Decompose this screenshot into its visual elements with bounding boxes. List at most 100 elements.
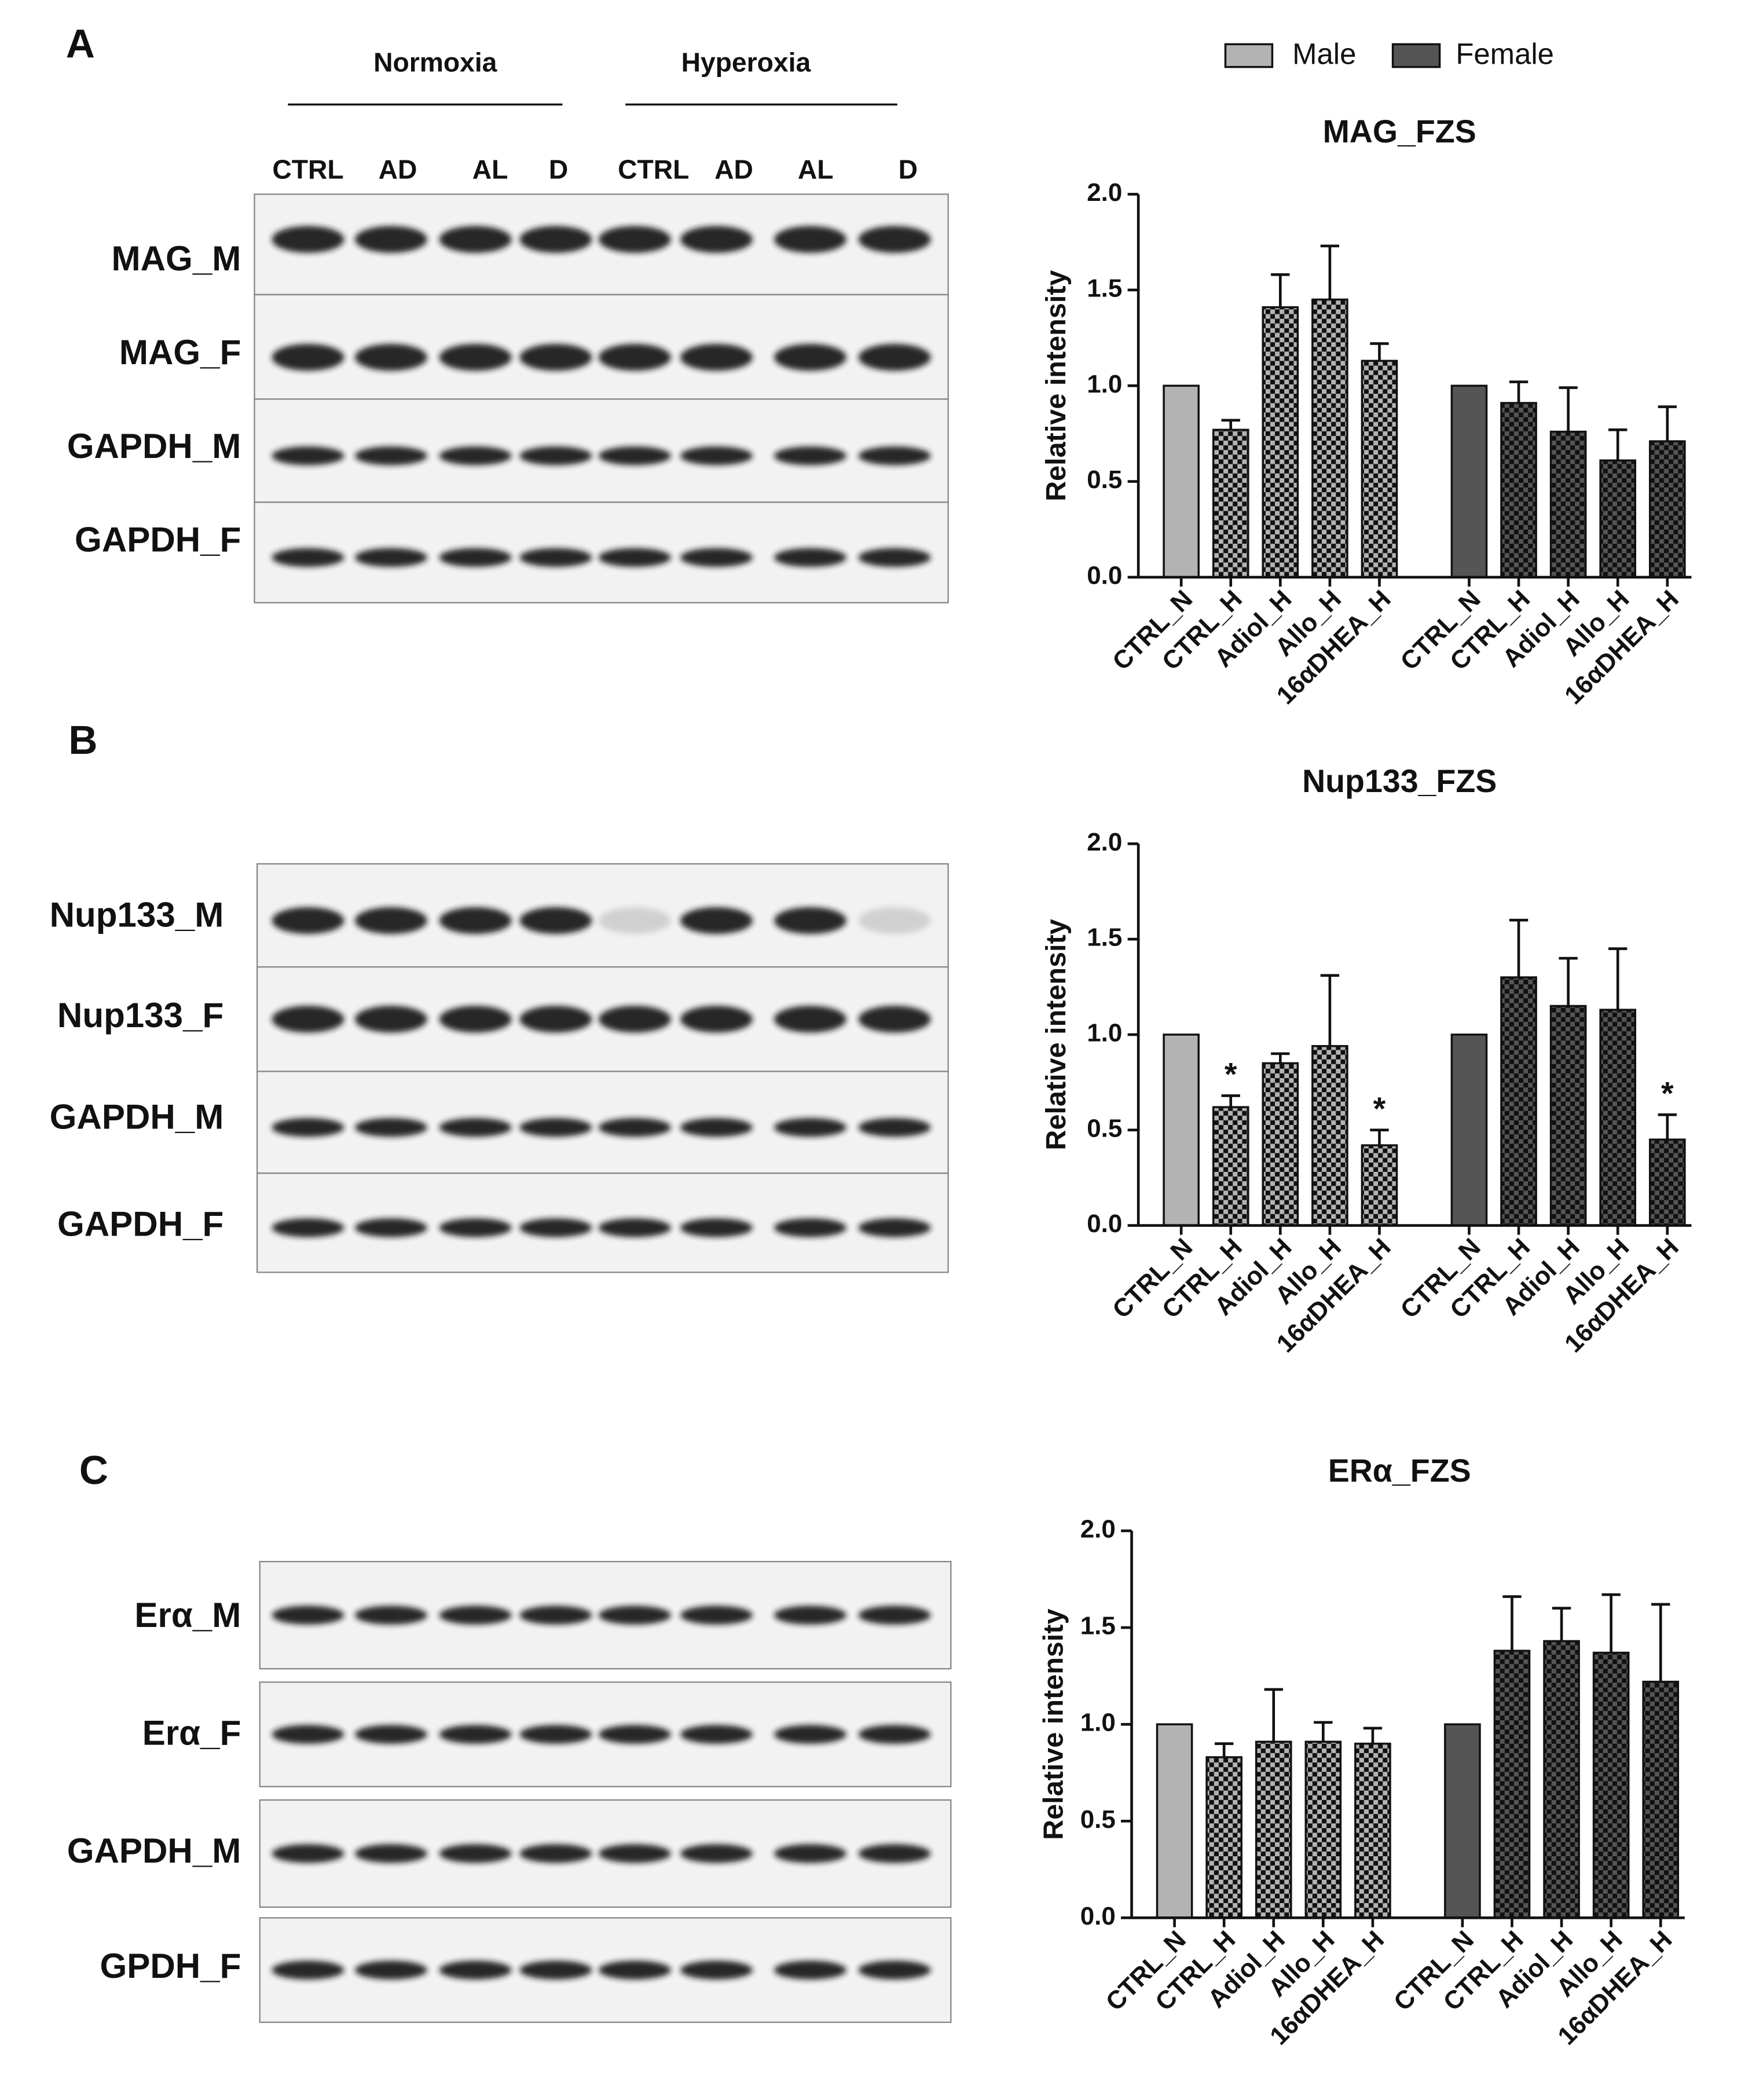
- blot-band: [858, 1006, 931, 1033]
- y-tick-label: 0.0: [1087, 562, 1122, 590]
- bar: [1361, 1144, 1398, 1227]
- error-bar: [1651, 1603, 1670, 1682]
- legend-label: Male: [1292, 38, 1356, 71]
- lane-label: AD: [379, 154, 417, 184]
- blot-band: [354, 1218, 427, 1237]
- group-label: Normoxia: [373, 47, 498, 77]
- blot-band: [774, 226, 846, 253]
- y-tick-label: 2.0: [1087, 828, 1122, 856]
- y-tick-label: 1.5: [1087, 274, 1122, 302]
- blot-band: [439, 1844, 512, 1863]
- blot-band: [680, 1844, 753, 1863]
- blot-row-label: Nup133_M: [50, 895, 224, 934]
- blot-band: [598, 548, 671, 567]
- blot-band: [519, 1218, 592, 1237]
- bar: [1500, 976, 1537, 1227]
- lane-label: D: [549, 154, 568, 184]
- blot-band: [774, 1606, 846, 1625]
- bar: [1543, 1640, 1580, 1919]
- blot-band: [354, 446, 427, 466]
- blot-band: [272, 907, 344, 934]
- blot-row-label: GAPDH_M: [50, 1098, 224, 1137]
- bar: [1212, 428, 1249, 578]
- blot-band: [858, 1844, 931, 1863]
- blot-band: [519, 446, 592, 466]
- blot-row-label: Nup133_F: [57, 996, 223, 1035]
- bar: [1255, 1740, 1292, 1919]
- bar: [1311, 298, 1348, 578]
- blot-band: [519, 344, 592, 371]
- blot-band: [519, 1844, 592, 1863]
- bar: [1450, 1033, 1488, 1227]
- error-bar: [1552, 1607, 1571, 1641]
- lane-label: CTRL: [272, 154, 343, 184]
- lane-label: CTRL: [618, 154, 689, 184]
- blot-band: [272, 1960, 344, 1980]
- blot-band: [439, 446, 512, 466]
- y-axis-label: Relative intensity: [1038, 1608, 1069, 1839]
- chart-title: MAG_FZS: [1323, 113, 1476, 149]
- blot-band: [439, 1006, 512, 1033]
- error-bar: [1363, 1727, 1383, 1744]
- y-tick-label: 0.0: [1080, 1902, 1116, 1930]
- y-tick-label: 1.0: [1087, 1019, 1122, 1047]
- blot-row-label: MAG_M: [112, 239, 241, 278]
- bar: [1354, 1742, 1391, 1919]
- blot-band: [519, 907, 592, 934]
- blot-band: [774, 1725, 846, 1744]
- blot-band: [598, 446, 671, 466]
- legend-swatch: [1224, 43, 1274, 68]
- blot-band: [774, 344, 846, 371]
- panel-letter: A: [66, 21, 95, 66]
- y-tick-label: 0.0: [1087, 1210, 1122, 1238]
- blot-band: [858, 1118, 931, 1137]
- bar: [1311, 1044, 1348, 1227]
- chart-title: Nup133_FZS: [1302, 763, 1497, 799]
- panel-letter: C: [79, 1447, 108, 1493]
- blot-band: [858, 344, 931, 371]
- blot-band: [680, 1006, 753, 1033]
- bar: [1304, 1740, 1342, 1919]
- significance-mark: *: [1225, 1057, 1237, 1093]
- blot-band: [598, 1218, 671, 1237]
- error-bar: [1608, 428, 1628, 461]
- blot-band: [680, 548, 753, 567]
- blot-row-label: Erα_F: [142, 1714, 241, 1753]
- blot-band: [354, 1725, 427, 1744]
- y-tick-label: 2.0: [1087, 178, 1122, 207]
- blot-band: [354, 1844, 427, 1863]
- error-bar: [1221, 1094, 1240, 1108]
- blot-band: [598, 1606, 671, 1625]
- blot-band: [858, 446, 931, 466]
- y-tick-label: 0.5: [1087, 466, 1122, 494]
- error-bar: [1601, 1593, 1621, 1653]
- error-bar: [1509, 918, 1529, 978]
- blot-row-label: GAPDH_M: [67, 1831, 241, 1870]
- bar: [1444, 1723, 1481, 1919]
- blot-band: [680, 1118, 753, 1137]
- blot-row-label: GAPDH_F: [57, 1205, 223, 1244]
- y-axis-label: Relative intensity: [1040, 270, 1072, 501]
- y-tick-label: 1.5: [1080, 1612, 1116, 1640]
- error-bar: [1559, 386, 1578, 432]
- blot-band: [858, 907, 931, 934]
- error-bar: [1370, 1128, 1389, 1146]
- blot-strip: [254, 501, 949, 604]
- blot-band: [774, 1118, 846, 1137]
- blot-band: [272, 226, 344, 253]
- bar: [1262, 306, 1299, 578]
- blot-band: [598, 226, 671, 253]
- blot-band: [519, 1606, 592, 1625]
- blot-band: [272, 1606, 344, 1625]
- bar: [1500, 402, 1537, 578]
- blot-band: [680, 1960, 753, 1980]
- blot-band: [354, 907, 427, 934]
- blot-band: [519, 548, 592, 567]
- error-bar: [1608, 947, 1628, 1010]
- blot-band: [439, 1218, 512, 1237]
- bar: [1642, 1680, 1680, 1919]
- bar: [1592, 1651, 1630, 1919]
- bar: [1599, 1009, 1637, 1227]
- bar: [1163, 384, 1200, 578]
